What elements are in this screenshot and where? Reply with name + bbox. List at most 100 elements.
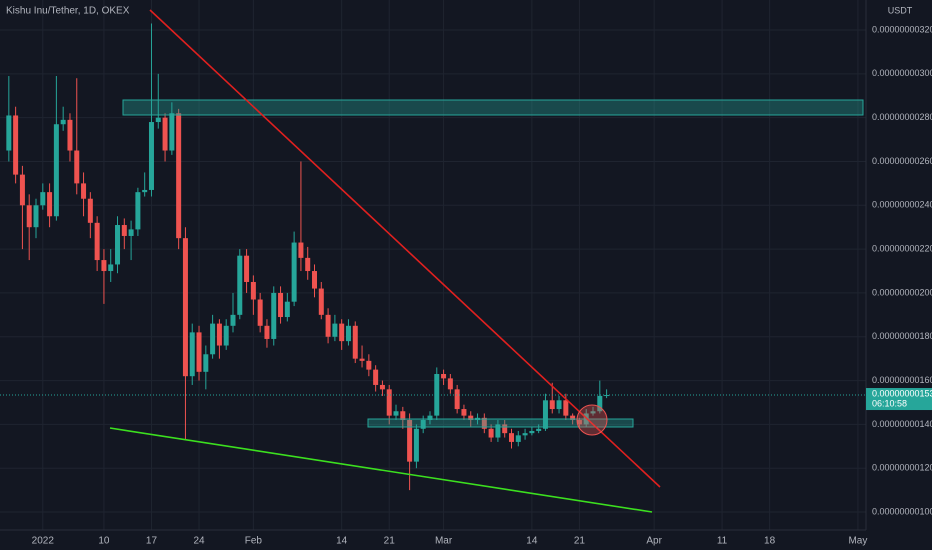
x-tick-label: 14 (526, 536, 538, 547)
downtrend-line (149, 9, 661, 488)
candle-body (67, 119, 73, 151)
x-tick-label: 18 (764, 536, 776, 547)
x-tick-label: 24 (193, 536, 205, 547)
support-zone (367, 418, 634, 428)
last-price-badge (866, 388, 932, 411)
candle-body (515, 435, 521, 442)
candle-body (189, 332, 195, 377)
candle-body (128, 229, 134, 236)
candle-body (420, 420, 426, 429)
candle-body (570, 415, 576, 421)
last-price-label: 0.000000001534 (872, 388, 932, 398)
candle-body (542, 400, 548, 429)
candle-body (576, 420, 582, 425)
x-tick-label: 17 (146, 536, 158, 547)
candle-body (40, 192, 46, 206)
candle-body (508, 433, 514, 442)
candle-body (203, 354, 209, 372)
candle-body (142, 189, 148, 193)
candle-body (13, 115, 19, 175)
symbol-title: Kishu Inu/Tether, 1D, OKEX (6, 6, 130, 17)
x-tick-label: 14 (336, 536, 348, 547)
x-tick-label: Mar (435, 536, 453, 547)
x-tick-label: 10 (98, 536, 110, 547)
candle-body (393, 411, 399, 416)
candle-body (278, 292, 284, 318)
candle-body (6, 115, 12, 151)
y-tick-label: 0.000000001000 (872, 506, 932, 516)
y-tick-label: 0.000000002000 (872, 287, 932, 297)
candle-body (597, 395, 603, 412)
candle-body (216, 323, 222, 346)
candle-body (339, 323, 345, 342)
y-tick-label: 0.000000003200 (872, 24, 932, 34)
y-tick-label: 0.000000003000 (872, 68, 932, 78)
candle-body (108, 264, 114, 272)
currency-label: USDT (888, 5, 913, 15)
candle-body (47, 192, 53, 217)
candle-body (312, 271, 318, 289)
candle-body (481, 417, 487, 429)
candle-body (155, 117, 161, 123)
candle-body (529, 430, 535, 434)
candle-body (454, 389, 460, 410)
candle-body (176, 113, 182, 239)
candle-body (434, 374, 440, 416)
x-tick-label: Feb (245, 536, 263, 547)
candle-body (33, 205, 39, 228)
y-tick-label: 0.000000002200 (872, 243, 932, 253)
candle-body (291, 242, 297, 302)
candle-body (60, 119, 66, 125)
candle-body (223, 325, 229, 346)
x-tick-label: 11 (717, 536, 728, 547)
candle-body (94, 222, 100, 261)
y-tick-label: 0.000000001200 (872, 463, 932, 473)
candle-body (81, 183, 87, 199)
candle-body (284, 301, 290, 318)
y-tick-label: 0.000000001800 (872, 331, 932, 341)
y-tick-label: 0.000000002600 (872, 156, 932, 166)
candle-body (298, 242, 304, 258)
y-tick-label: 0.000000001600 (872, 375, 932, 385)
candle-body (318, 288, 324, 315)
x-tick-label: 21 (384, 536, 396, 547)
candle-body (366, 360, 372, 370)
candle-body (244, 255, 250, 282)
candle-body (549, 400, 555, 410)
candle-body (325, 314, 331, 337)
candle-body (386, 389, 392, 416)
candle-body (305, 257, 311, 272)
candle-body (257, 299, 263, 326)
candle-body (488, 428, 494, 438)
candle-body (495, 424, 501, 438)
candle-body (162, 117, 168, 151)
candle-body (26, 205, 32, 228)
support-line (109, 427, 653, 513)
candle-body (237, 255, 243, 315)
candle-body (413, 428, 419, 462)
x-tick-label: 21 (574, 536, 586, 547)
axes: 0.000000001000 0.000000001200 0.0000000014… (32, 24, 932, 547)
resistance-zone (122, 99, 864, 116)
candle-body (345, 325, 351, 342)
candle-body (264, 325, 270, 339)
x-tick-label: 2022 (32, 536, 55, 547)
candle-body (121, 225, 127, 236)
y-tick-label: 0.000000001400 (872, 419, 932, 429)
candle-body (74, 150, 80, 184)
y-tick-label: 0.000000002400 (872, 200, 932, 210)
candle-body (447, 378, 453, 390)
candle-body (135, 192, 141, 230)
candle-body (468, 415, 474, 421)
candle-body (400, 411, 406, 421)
candle-body (101, 260, 107, 272)
countdown-label: 06:10:58 (872, 398, 907, 408)
candle-body (373, 369, 379, 385)
candle-body (563, 400, 569, 416)
candle-body (271, 292, 277, 339)
candle-body (407, 420, 413, 462)
candle-body (182, 238, 188, 377)
candle-body (250, 281, 256, 300)
